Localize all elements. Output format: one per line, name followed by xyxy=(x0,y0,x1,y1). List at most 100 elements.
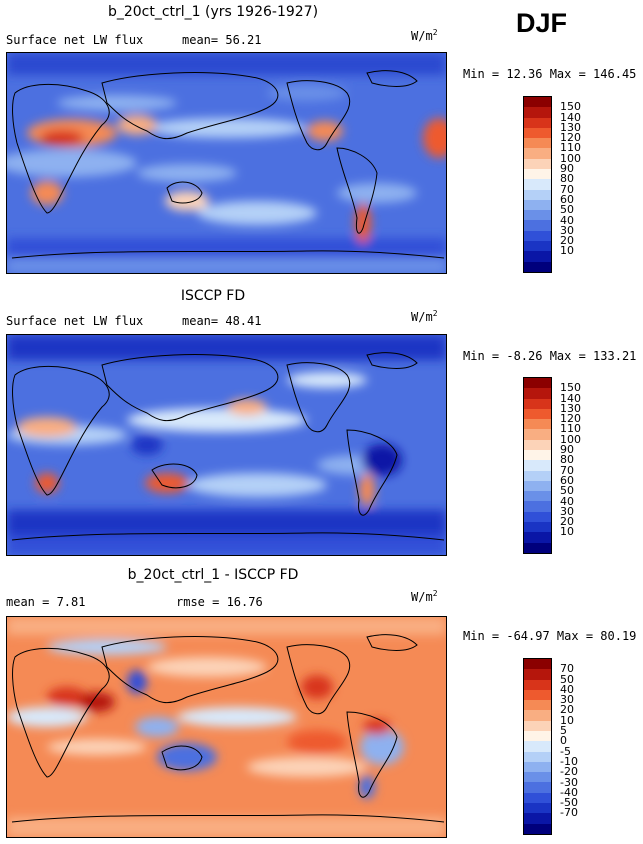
colorbar-swatch xyxy=(524,730,551,742)
panel-1-colorbar xyxy=(523,96,552,273)
colorbar-tick-label: 140 xyxy=(560,391,581,405)
colorbar-tick-label: 90 xyxy=(560,443,574,457)
colorbar-swatch xyxy=(524,542,551,553)
panel-2-title: ISCCP FD xyxy=(180,288,246,304)
panel-2-colorbar-labels: 150 140 130 120 110 100 90 80 70 60 50 40 30 20 10 xyxy=(558,377,618,554)
colorbar-swatch xyxy=(524,679,551,690)
colorbar-tick-label: -5 xyxy=(560,744,571,758)
colorbar-swatch xyxy=(524,158,551,169)
colorbar-swatch xyxy=(524,388,551,399)
colorbar-tick-label: 40 xyxy=(560,682,574,696)
colorbar-swatch xyxy=(524,220,551,231)
colorbar-tick-label: 100 xyxy=(560,432,581,446)
colorbar-tick-label: -30 xyxy=(560,775,578,789)
colorbar-tick-label: 130 xyxy=(560,401,581,415)
colorbar-swatch xyxy=(524,792,551,803)
colorbar-swatch xyxy=(524,148,551,159)
colorbar-tick-label: 20 xyxy=(560,515,574,529)
panel-3-rmse-label: rmse = 16.76 xyxy=(176,595,263,609)
colorbar-swatch xyxy=(524,511,551,522)
colorbar-swatch xyxy=(524,199,551,211)
panel-3-colorbar-labels: 70 50 40 30 20 10 5 0 -5 -10 -20 -30 -40 -50 -70 xyxy=(558,658,618,835)
colorbar-swatch xyxy=(524,460,551,471)
colorbar-tick-label: 70 xyxy=(560,463,574,477)
colorbar-tick-label: 110 xyxy=(560,422,581,436)
panel-3-units: W/m2 xyxy=(411,589,438,604)
colorbar-tick-label: 50 xyxy=(560,484,574,498)
colorbar-tick-label: 50 xyxy=(560,203,574,217)
colorbar-tick-label: 120 xyxy=(560,412,581,426)
colorbar-swatch xyxy=(524,521,551,533)
colorbar-tick-label: 120 xyxy=(560,131,581,145)
panel-1-units: W/m2 xyxy=(411,28,438,43)
colorbar-tick-label: 60 xyxy=(560,473,574,487)
colorbar-swatch xyxy=(524,117,551,128)
colorbar-tick-label: 90 xyxy=(560,162,574,176)
colorbar-swatch xyxy=(524,251,551,262)
colorbar-swatch xyxy=(524,491,551,502)
colorbar-swatch xyxy=(524,659,551,670)
colorbar-tick-label: 150 xyxy=(560,381,581,395)
colorbar-swatch xyxy=(524,449,551,461)
colorbar-tick-label: 110 xyxy=(560,141,581,155)
colorbar-tick-label: 50 xyxy=(560,672,574,686)
colorbar-swatch xyxy=(524,741,551,752)
colorbar-swatch xyxy=(524,480,551,492)
colorbar-swatch xyxy=(524,127,551,139)
colorbar-swatch xyxy=(524,138,551,149)
colorbar-tick-label: -10 xyxy=(560,754,578,768)
season-label: DJF xyxy=(516,8,568,38)
panel-1-colorbar-labels: 150 140 130 120 110 100 90 80 70 60 50 40 30 20 10 xyxy=(558,96,618,273)
colorbar-tick-label: 30 xyxy=(560,504,574,518)
colorbar-swatch xyxy=(524,107,551,118)
panel-3-min-max: Min = -64.97 Max = 80.19 xyxy=(463,629,637,643)
panel-3-map xyxy=(6,616,447,838)
panel-1-mean-label: mean= 56.21 xyxy=(182,33,262,47)
panel-3-colorbar xyxy=(523,658,552,835)
panel-2-colorbar xyxy=(523,377,552,554)
colorbar-swatch xyxy=(524,782,551,793)
colorbar-tick-label: 130 xyxy=(560,120,581,134)
colorbar-tick-label: 80 xyxy=(560,453,574,467)
colorbar-swatch xyxy=(524,240,551,252)
colorbar-swatch xyxy=(524,689,551,701)
colorbar-swatch xyxy=(524,720,551,731)
colorbar-tick-label: 100 xyxy=(560,151,581,165)
colorbar-tick-label: -70 xyxy=(560,806,578,820)
panel-2-min-max: Min = -8.26 Max = 133.21 xyxy=(463,349,637,363)
colorbar-swatch xyxy=(524,813,551,824)
colorbar-swatch xyxy=(524,261,551,272)
colorbar-tick-label: 20 xyxy=(560,703,574,717)
colorbar-tick-label: -50 xyxy=(560,796,578,810)
colorbar-swatch xyxy=(524,429,551,440)
colorbar-swatch xyxy=(524,761,551,773)
colorbar-tick-label: 40 xyxy=(560,213,574,227)
colorbar-swatch xyxy=(524,97,551,108)
colorbar-tick-label: -40 xyxy=(560,785,578,799)
colorbar-tick-label: 140 xyxy=(560,110,581,124)
panel-1-min-max: Min = 12.36 Max = 146.45 xyxy=(463,67,637,81)
colorbar-tick-label: 70 xyxy=(560,182,574,196)
colorbar-swatch xyxy=(524,189,551,200)
panel-1-variable-label: Surface net LW flux xyxy=(6,33,144,47)
colorbar-tick-label: 10 xyxy=(560,713,574,727)
colorbar-swatch xyxy=(524,501,551,512)
panel-2-map xyxy=(6,334,447,556)
colorbar-tick-label: 20 xyxy=(560,234,574,248)
colorbar-swatch xyxy=(524,419,551,430)
colorbar-swatch xyxy=(524,210,551,221)
panel-2-variable-label: Surface net LW flux xyxy=(6,314,144,328)
colorbar-tick-label: 150 xyxy=(560,100,581,114)
colorbar-tick-label: 30 xyxy=(560,693,574,707)
colorbar-swatch xyxy=(524,802,551,814)
colorbar-tick-label: 80 xyxy=(560,172,574,186)
colorbar-swatch xyxy=(524,168,551,180)
colorbar-swatch xyxy=(524,772,551,783)
colorbar-swatch xyxy=(524,439,551,450)
colorbar-swatch xyxy=(524,398,551,409)
colorbar-swatch xyxy=(524,710,551,721)
colorbar-tick-label: 5 xyxy=(560,724,567,738)
colorbar-tick-label: 30 xyxy=(560,223,574,237)
colorbar-tick-label: 0 xyxy=(560,734,567,748)
colorbar-swatch xyxy=(524,669,551,680)
